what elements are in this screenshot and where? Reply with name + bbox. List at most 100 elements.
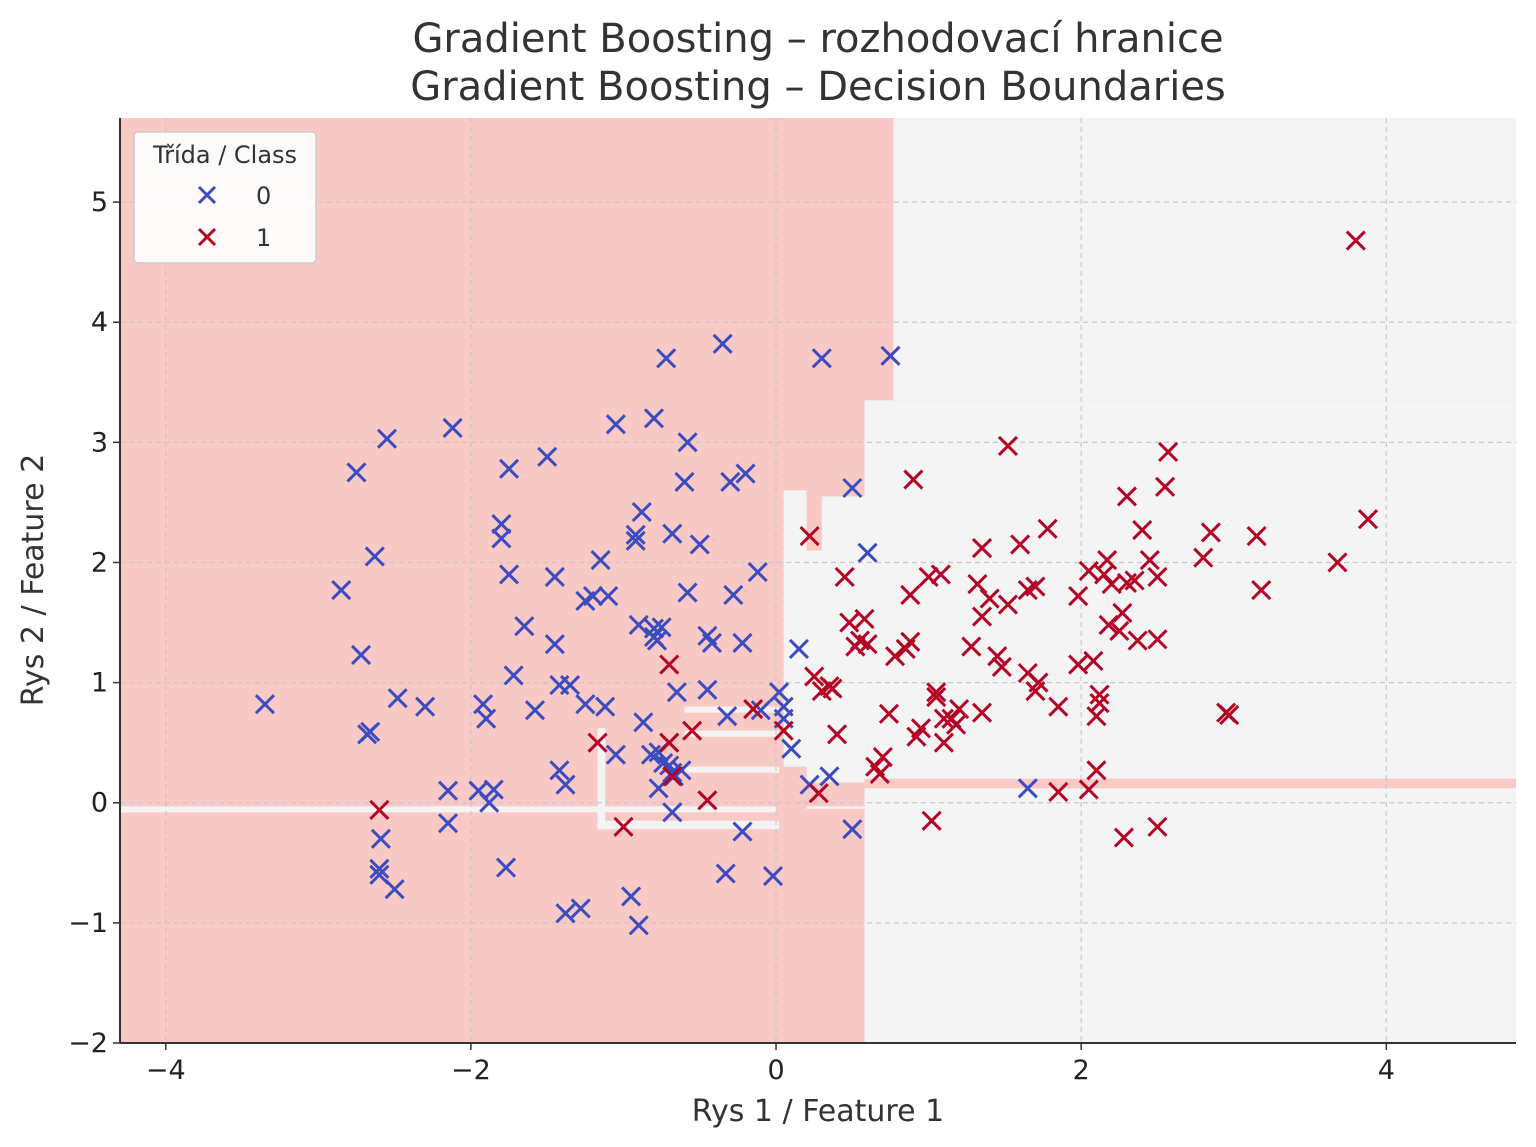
decision-region-1 [864,400,1516,1043]
legend-label-class-0: 0 [256,182,271,210]
point-class-1 [961,636,982,657]
y-tick-label: 4 [91,307,108,338]
point-class-1 [987,646,1008,667]
x-axis-label: Rys 1 / Feature 1 [692,1094,944,1129]
point-class-1 [1327,552,1348,573]
decision-region-2 [821,496,865,809]
y-tick-label: 1 [91,668,108,699]
point-class-1 [1010,534,1031,555]
point-class-1 [949,698,970,720]
scatter-points [254,230,1379,936]
point-class-1 [1193,547,1214,568]
point-class-0 [880,345,901,366]
point-class-0 [437,813,459,834]
point-class-1 [1086,760,1107,781]
point-class-0 [387,688,408,709]
point-class-0 [476,708,497,729]
point-class-0 [625,530,646,551]
point-class-1 [839,612,860,633]
point-class-1 [991,656,1012,678]
point-class-0 [369,858,390,879]
point-class-0 [590,550,611,571]
point-class-0 [370,828,391,849]
point-class-0 [498,564,520,585]
point-class-0 [524,700,546,721]
point-class-1 [967,574,988,595]
point-class-0 [549,760,570,781]
point-class-0 [628,915,649,936]
point-class-1 [1025,576,1046,597]
point-class-0 [350,644,372,666]
point-class-0 [621,886,642,907]
point-class-1 [1345,230,1366,251]
point-class-1 [1028,672,1049,693]
point-class-1 [1132,519,1153,541]
point-class-1 [971,702,993,723]
decision-region-7 [597,728,606,830]
chart-title-line2: Gradient Boosting – Decision Boundaries [410,64,1226,110]
point-class-1 [1048,696,1069,717]
point-class-0 [723,584,744,605]
point-class-1 [1357,509,1379,530]
point-class-1 [827,724,848,745]
point-class-0 [788,638,809,660]
point-class-1 [1124,570,1145,591]
point-class-0 [712,333,733,354]
point-class-1 [1089,684,1110,705]
point-class-0 [442,417,463,438]
point-class-1 [822,678,843,699]
point-class-1 [1083,650,1104,672]
point-class-1 [1147,629,1168,650]
decision-region-4 [783,490,807,767]
point-class-1 [1089,692,1110,714]
point-class-1 [1113,827,1134,848]
legend-label-class-1: 1 [256,224,271,252]
point-class-1 [1246,525,1267,547]
point-class-0 [360,721,381,742]
point-class-1 [1127,630,1148,651]
y-axis-label: Rys 2 / Feature 2 [16,454,51,706]
point-class-1 [1078,779,1099,800]
point-class-1 [872,747,893,768]
decision-region-5 [120,806,777,813]
point-class-1 [921,810,942,831]
point-class-1 [1097,550,1118,571]
point-class-1 [903,469,924,490]
point-class-1 [971,538,993,559]
point-class-0 [662,523,683,544]
point-class-1 [997,435,1019,457]
point-class-0 [811,348,832,369]
point-class-1 [1068,586,1089,607]
point-class-1 [1116,486,1138,507]
point-class-0 [415,696,436,717]
y-tick-label: 0 [91,788,108,819]
point-class-1 [834,566,855,587]
point-class-1 [997,594,1019,615]
point-class-1 [659,654,680,675]
point-class-0 [625,524,646,545]
point-class-0 [595,696,616,717]
point-class-1 [662,766,683,787]
decision-region-0 [893,118,1516,401]
point-class-0 [555,774,576,795]
point-class-1 [1158,441,1179,463]
point-class-0 [697,679,718,700]
point-class-1 [773,720,794,741]
point-class-1 [1139,550,1160,571]
point-class-1 [933,708,954,729]
point-class-0 [750,700,771,721]
point-class-0 [537,446,558,467]
point-class-0 [666,682,687,703]
point-class-0 [677,582,698,603]
y-tick-label: −1 [68,908,108,939]
point-class-0 [331,580,352,601]
point-class-1 [808,783,829,804]
legend-marker-class-1 [197,227,217,247]
point-class-0 [720,471,741,493]
point-class-0 [842,477,863,499]
point-class-0 [842,819,863,840]
tick-labels: −4 −2 0 2 4 −2 −1 0 1 2 3 4 5 [68,187,1395,1086]
x-tick-label: −4 [146,1055,186,1086]
point-class-0 [631,501,652,523]
point-class-1 [869,763,890,784]
